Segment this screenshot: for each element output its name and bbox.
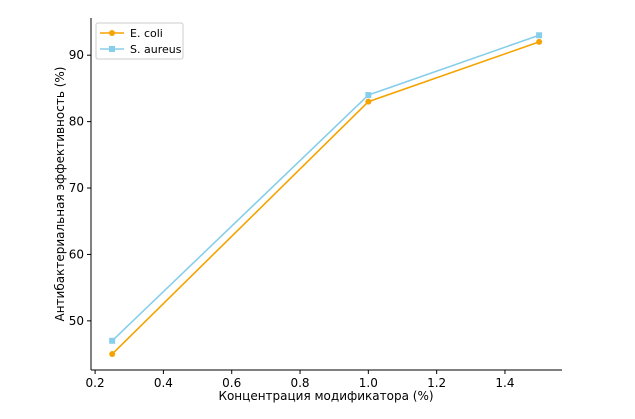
y-tick-label: 90: [69, 48, 84, 62]
data-point: [109, 337, 116, 344]
data-point: [365, 98, 372, 105]
x-axis-label: Концентрация модификатора (%): [218, 389, 433, 403]
legend-marker-saureus: [109, 46, 115, 52]
series-line-0: [111, 41, 540, 355]
x-tick-label: 1.2: [427, 376, 446, 390]
x-ticks: 0.2 0.4 0.6 0.8 1.0 1.2 1.4: [86, 370, 515, 390]
x-tick-label: 1.4: [495, 376, 514, 390]
y-tick-label: 50: [69, 314, 84, 328]
y-ticks: 50 60 70 80 90: [69, 48, 91, 328]
x-tick-label: 0.4: [154, 376, 173, 390]
data-point: [365, 92, 372, 99]
series-layer: [109, 32, 543, 358]
x-tick-label: 0.8: [290, 376, 309, 390]
x-tick-label: 0.6: [222, 376, 241, 390]
y-tick-label: 70: [69, 181, 84, 195]
x-tick-label: 0.2: [86, 376, 105, 390]
y-tick-label: 80: [69, 115, 84, 129]
legend: E. coli S. aureus: [95, 22, 184, 60]
legend-label-ecoli: E. coli: [130, 27, 163, 40]
y-axis-label: Антибактериальная эффективность (%): [53, 67, 67, 322]
legend-marker-ecoli: [109, 30, 115, 36]
legend-label-saureus: S. aureus: [130, 43, 182, 56]
series-line-1: [111, 34, 540, 342]
data-point: [109, 351, 116, 358]
data-point: [536, 32, 543, 39]
x-tick-label: 1.0: [359, 376, 378, 390]
data-point: [536, 38, 543, 45]
legend-box: [95, 22, 184, 60]
y-tick-label: 60: [69, 247, 84, 261]
